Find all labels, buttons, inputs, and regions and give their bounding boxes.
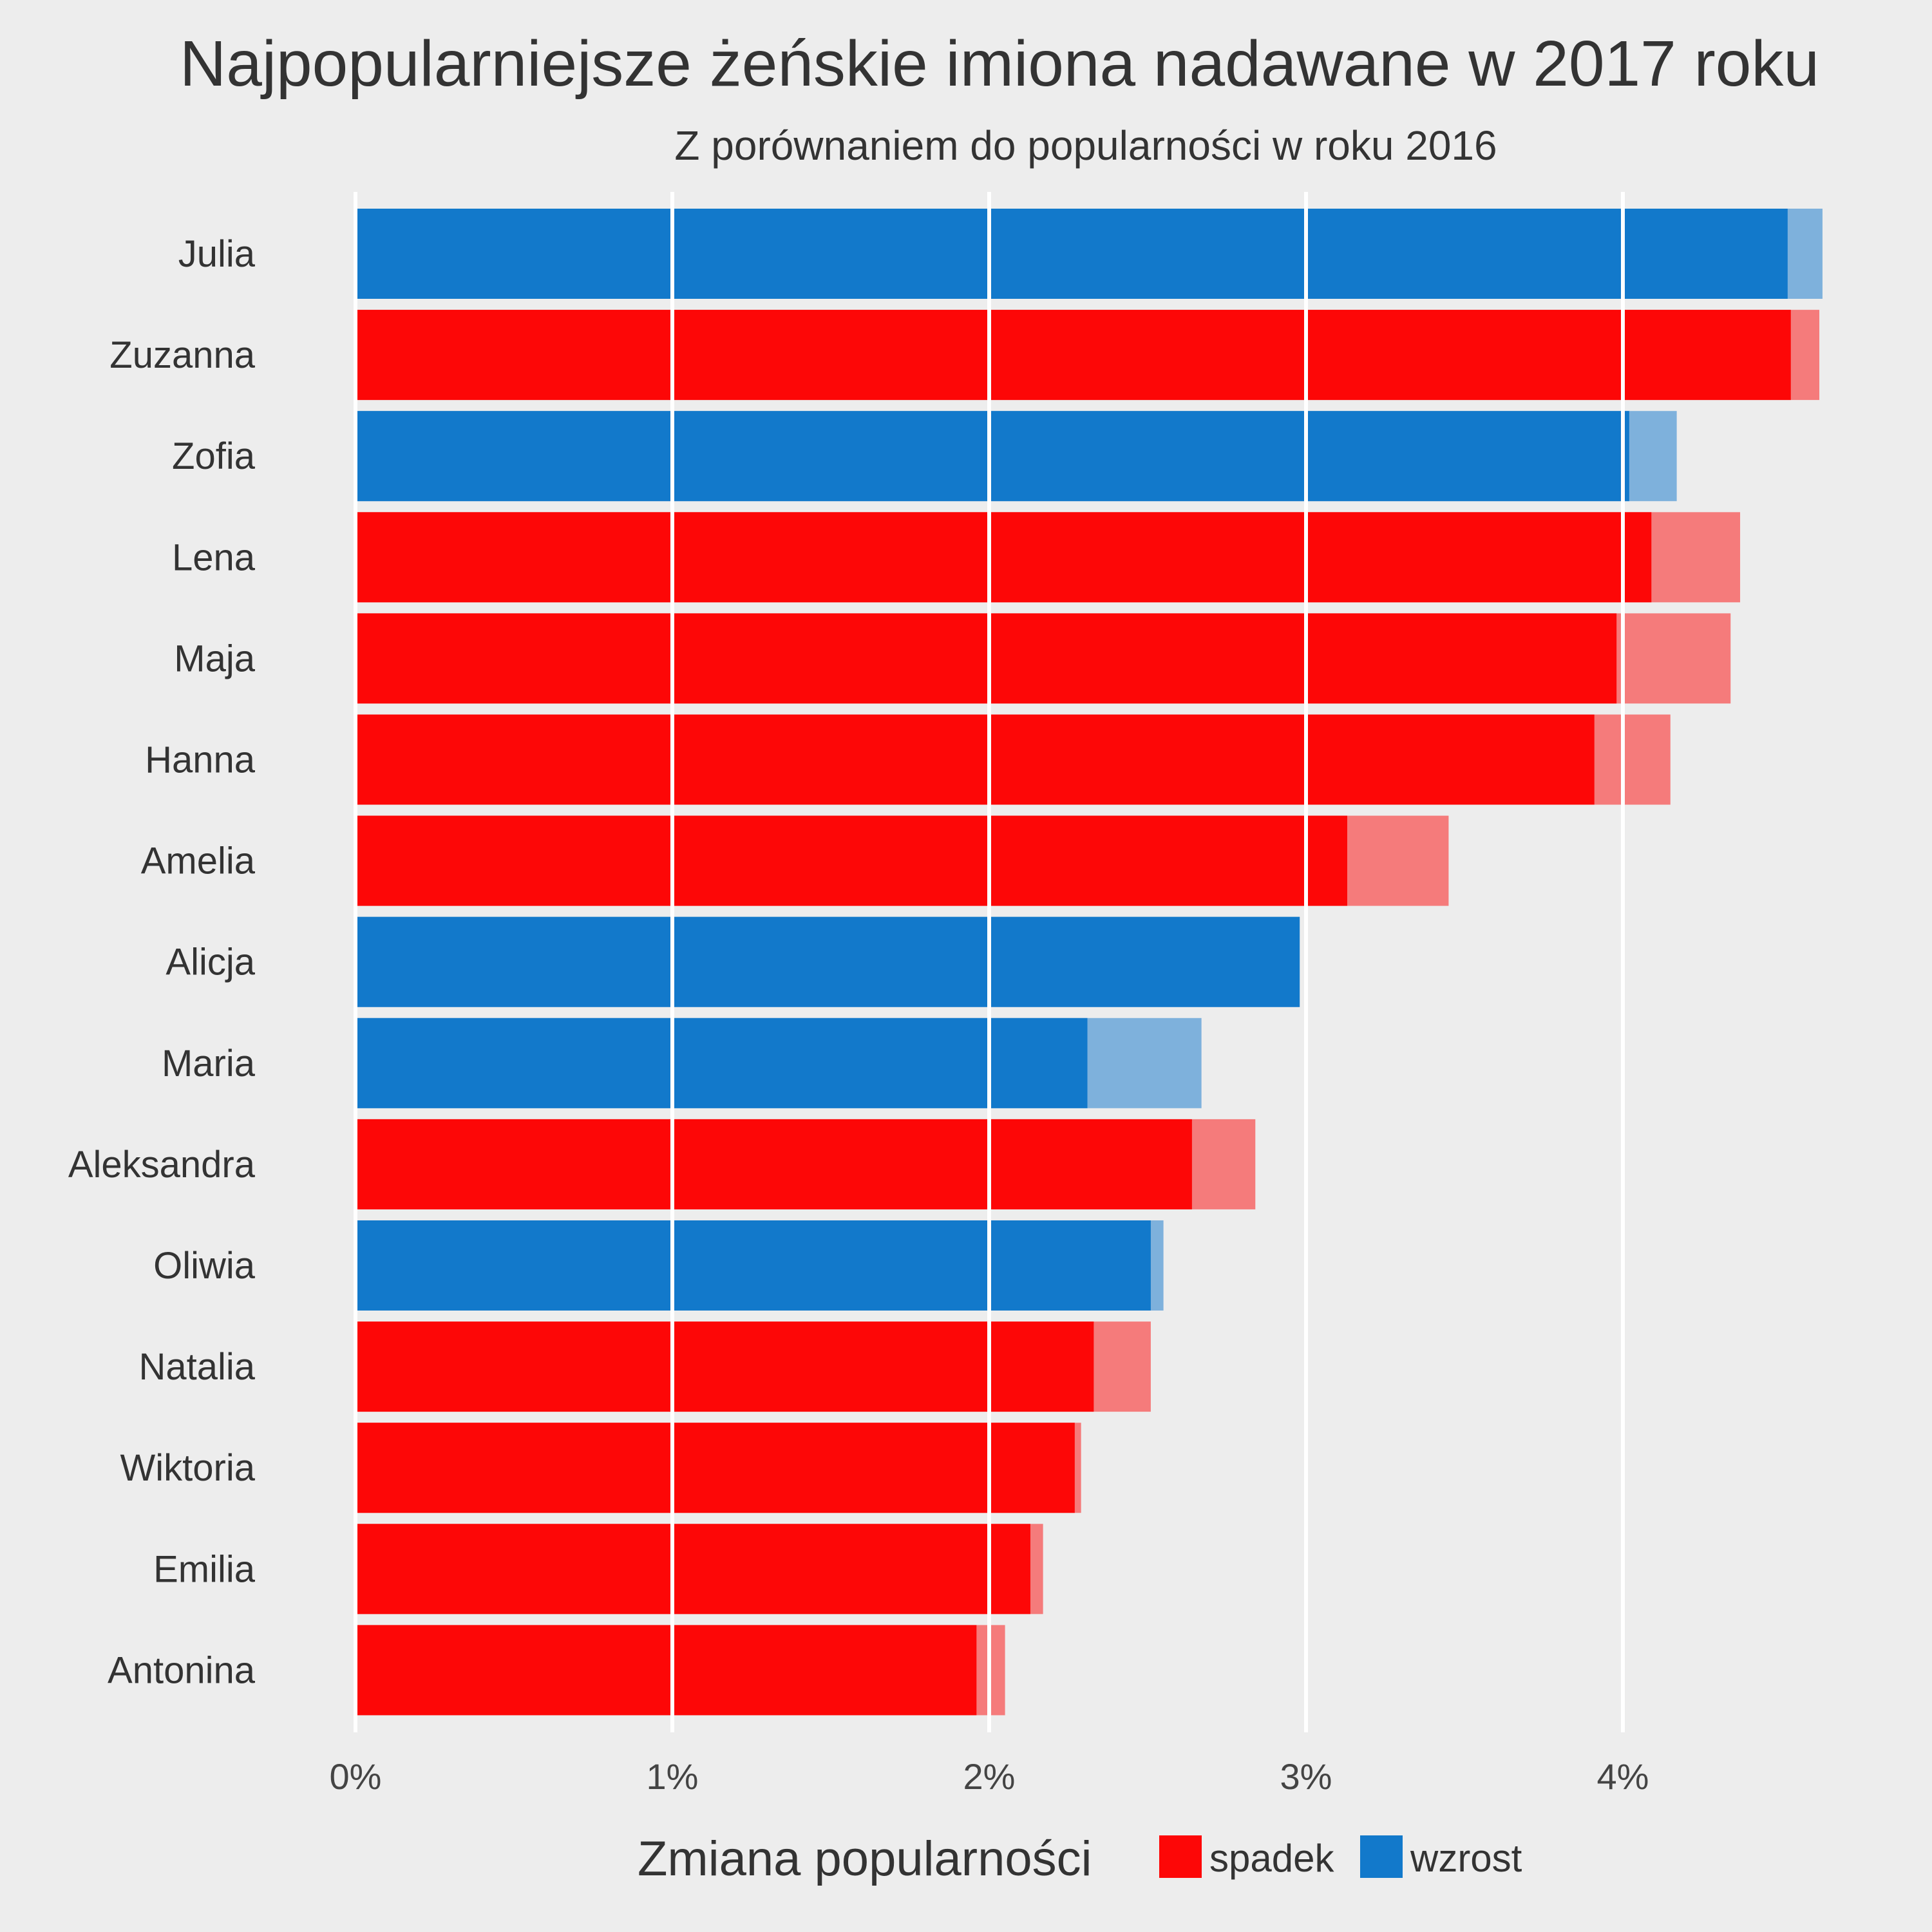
category-label-natalia: Natalia	[138, 1346, 255, 1388]
category-label-julia: Julia	[178, 233, 256, 275]
category-label-zuzanna: Zuzanna	[109, 334, 255, 376]
bar-2017-emilia	[355, 1524, 1030, 1615]
category-label-maria: Maria	[162, 1043, 256, 1084]
category-label-aleksandra: Aleksandra	[68, 1144, 256, 1186]
category-label-alicja: Alicja	[166, 942, 255, 983]
bar-2017-hanna	[355, 714, 1595, 805]
category-label-emilia: Emilia	[153, 1548, 256, 1590]
category-label-lena: Lena	[172, 536, 256, 578]
legend: Zmiana popularności spadek wzrost	[638, 1832, 1522, 1886]
gridlines	[354, 192, 1625, 1732]
x-tick-label-4: 4%	[1597, 1756, 1649, 1797]
legend-label-wzrost: wzrost	[1410, 1837, 1522, 1880]
bar-2017-alicja	[355, 916, 1300, 1007]
legend-label-spadek: spadek	[1209, 1837, 1334, 1880]
bar-2017-zuzanna	[355, 310, 1791, 401]
bar-2017-maja	[355, 613, 1617, 704]
bar-2017-antonina	[355, 1625, 977, 1716]
category-labels: Julia Zuzanna Zofia Lena Maja Hanna Amelia Alic…	[68, 233, 256, 1691]
category-label-maja: Maja	[174, 638, 255, 679]
bar-2017-aleksandra	[355, 1119, 1192, 1209]
x-tick-label-3: 3%	[1280, 1756, 1332, 1797]
category-label-hanna: Hanna	[145, 739, 256, 781]
bars-layer	[355, 209, 1823, 1716]
legend-swatch-spadek	[1159, 1835, 1202, 1878]
chart-title: Najpopularniejsze żeńskie imiona nadawan…	[180, 28, 1819, 100]
x-tick-label-1: 1%	[647, 1756, 699, 1797]
legend-title: Zmiana popularności	[638, 1832, 1092, 1886]
legend-swatch-wzrost	[1360, 1835, 1403, 1878]
chart-subtitle: Z porównaniem do popularności w roku 201…	[674, 122, 1497, 169]
bar-2017-oliwia	[355, 1220, 1151, 1311]
category-label-amelia: Amelia	[141, 840, 256, 882]
bar-2017-natalia	[355, 1321, 1094, 1412]
category-label-oliwia: Oliwia	[153, 1245, 256, 1287]
bar-2017-lena	[355, 512, 1652, 603]
x-tick-label-0: 0%	[330, 1756, 382, 1797]
bar-2017-zofia	[355, 411, 1629, 502]
bar-2017-maria	[355, 1018, 1088, 1108]
category-label-zofia: Zofia	[172, 435, 256, 477]
x-tick-label-2: 2%	[963, 1756, 1016, 1797]
bar-2017-amelia	[355, 815, 1347, 906]
bar-2017-julia	[355, 209, 1788, 299]
bar-2017-wiktoria	[355, 1423, 1075, 1513]
category-label-antonina: Antonina	[108, 1649, 256, 1691]
category-label-wiktoria: Wiktoria	[120, 1447, 256, 1489]
x-axis-tick-labels: 0% 1% 2% 3% 4%	[330, 1756, 1649, 1797]
